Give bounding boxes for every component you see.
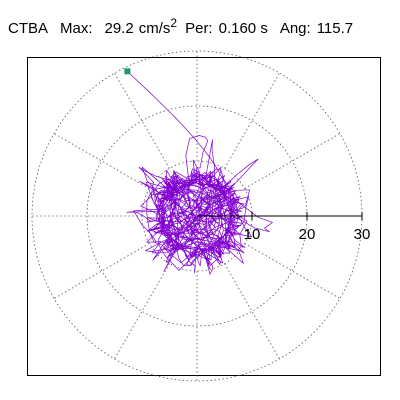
header-line: CTBA Max: 29.2 cm/s2 Per: 0.160 s Ang: 115.7 — [8, 16, 353, 37]
trace-path — [126, 71, 273, 275]
max-label: Max: — [60, 20, 93, 37]
radial-tick-label: 10 — [244, 226, 261, 243]
ang-value: 115.7 — [317, 20, 353, 37]
motion-trace — [126, 71, 273, 275]
station-code: CTBA — [8, 20, 48, 37]
peak-marker — [124, 68, 131, 75]
per-value: 0.160 s — [219, 20, 268, 37]
radial-tick-label: 30 — [354, 226, 371, 243]
per-label: Per: — [185, 20, 213, 37]
max-unit: cm/s — [139, 20, 171, 37]
header: CTBA Max: 29.2 cm/s2 Per: 0.160 s Ang: 115.7 — [8, 16, 353, 37]
max-unit-exponent: 2 — [170, 16, 177, 30]
ang-label: Ang: — [280, 20, 311, 37]
peak-marker-layer — [124, 68, 131, 75]
radial-tick-label: 20 — [299, 226, 316, 243]
max-value: 29.2 — [105, 20, 134, 37]
radial-axis: 10 20 30 — [197, 212, 370, 243]
